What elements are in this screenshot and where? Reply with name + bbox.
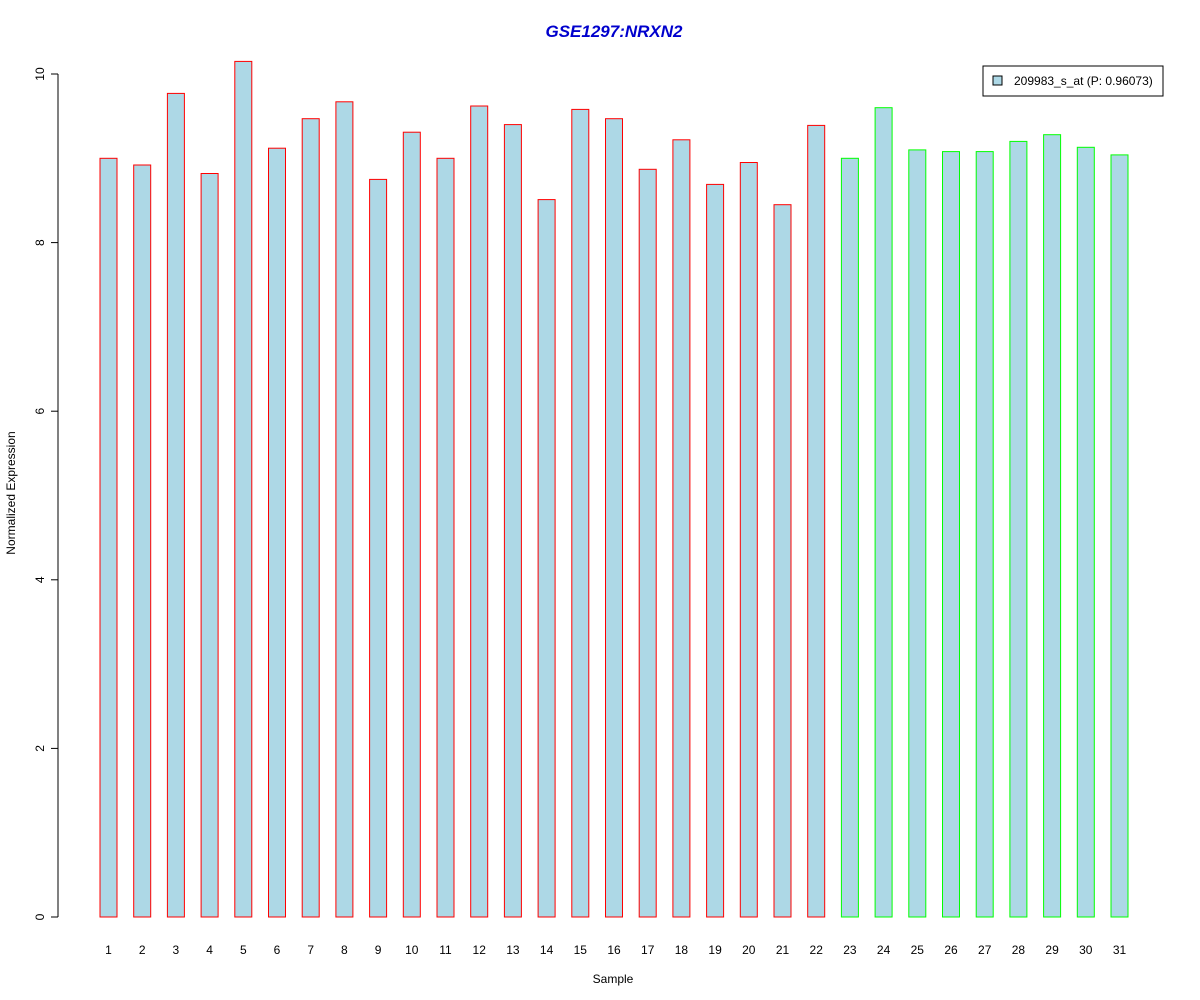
bar-sample-20: [739, 162, 758, 918]
legend: 209983_s_at (P: 0.96073): [982, 65, 1164, 97]
x-tick-label: 10: [405, 943, 419, 957]
x-tick-label: 20: [742, 943, 756, 957]
x-tick-label: 11: [439, 943, 452, 957]
x-tick-label: 16: [607, 943, 621, 957]
x-tick-label: 8: [341, 943, 348, 957]
chart-title: GSE1297:NRXN2: [545, 22, 683, 41]
bar-sample-10: [402, 131, 421, 918]
y-tick-label: 2: [33, 745, 47, 752]
x-tick-label: 28: [1012, 943, 1026, 957]
bar-sample-30: [1076, 146, 1095, 918]
x-tick-label: 4: [206, 943, 213, 957]
bar-sample-18: [672, 139, 691, 918]
bar-sample-7: [301, 118, 320, 918]
bar-sample-15: [571, 108, 590, 918]
x-tick-label: 24: [877, 943, 891, 957]
y-tick-label: 8: [33, 239, 47, 246]
x-tick-label: 27: [978, 943, 992, 957]
bar-sample-3: [166, 92, 185, 918]
x-tick-label: 30: [1079, 943, 1093, 957]
bar-sample-24: [874, 107, 893, 918]
x-tick-label: 1: [105, 943, 112, 957]
y-tick-label: 4: [33, 576, 47, 583]
x-tick-label: 23: [843, 943, 857, 957]
bar-sample-27: [975, 151, 994, 918]
x-tick-label: 26: [944, 943, 958, 957]
x-tick-label: 6: [274, 943, 281, 957]
bar-sample-23: [840, 157, 859, 918]
bar-sample-9: [369, 178, 388, 918]
x-tick-label: 13: [506, 943, 520, 957]
bar-sample-14: [537, 199, 556, 918]
x-tick-label: 17: [641, 943, 655, 957]
x-tick-label: 22: [810, 943, 824, 957]
y-axis: 0 2 4 6 8 10: [33, 67, 59, 920]
bar-sample-26: [942, 151, 960, 918]
bar-sample-29: [1043, 134, 1062, 918]
bar-sample-8: [335, 101, 354, 918]
x-tick-label: 14: [540, 943, 554, 957]
x-tick-label: 31: [1113, 943, 1127, 957]
bar-sample-2: [133, 164, 152, 918]
bar-sample-25: [908, 149, 927, 918]
x-tick-label: 25: [911, 943, 925, 957]
x-tick-labels: 1 2 3 4 5 6 7 8 9 10 11 12 13 14 15 16 17 18 19 20 21 22 23 24 2…: [105, 943, 1126, 957]
bar-sample-6: [268, 147, 286, 918]
x-tick-label: 3: [173, 943, 180, 957]
legend-box: [982, 65, 1164, 97]
bar-sample-31: [1110, 154, 1129, 918]
y-axis-title: Normalized Expression: [4, 431, 18, 554]
x-tick-label: 12: [473, 943, 487, 957]
y-tick-label: 10: [33, 67, 47, 81]
x-tick-label: 19: [708, 943, 722, 957]
bar-sample-28: [1009, 140, 1028, 918]
bar-sample-19: [706, 183, 725, 918]
bar-sample-4: [200, 173, 219, 918]
bars: [99, 60, 1129, 918]
bar-sample-13: [503, 124, 522, 918]
bar-sample-11: [436, 157, 455, 918]
y-tick-label: 6: [33, 408, 47, 415]
x-tick-label: 9: [375, 943, 382, 957]
bar-sample-1: [99, 157, 118, 918]
x-tick-label: 21: [776, 943, 790, 957]
x-tick-label: 2: [139, 943, 146, 957]
x-axis-title: Sample: [593, 972, 634, 986]
bar-sample-21: [773, 204, 792, 918]
bar-sample-12: [470, 105, 489, 918]
x-tick-label: 5: [240, 943, 247, 957]
x-tick-label: 7: [307, 943, 314, 957]
bar-sample-5: [234, 60, 253, 918]
legend-label: 209983_s_at (P: 0.96073): [1014, 74, 1153, 88]
legend-swatch: [992, 75, 1003, 86]
y-tick-label: 0: [33, 913, 47, 920]
bar-sample-22: [807, 124, 826, 918]
x-tick-label: 29: [1045, 943, 1059, 957]
x-tick-label: 18: [675, 943, 689, 957]
x-tick-label: 15: [574, 943, 588, 957]
bar-sample-17: [638, 168, 657, 918]
bar-sample-16: [605, 118, 623, 918]
